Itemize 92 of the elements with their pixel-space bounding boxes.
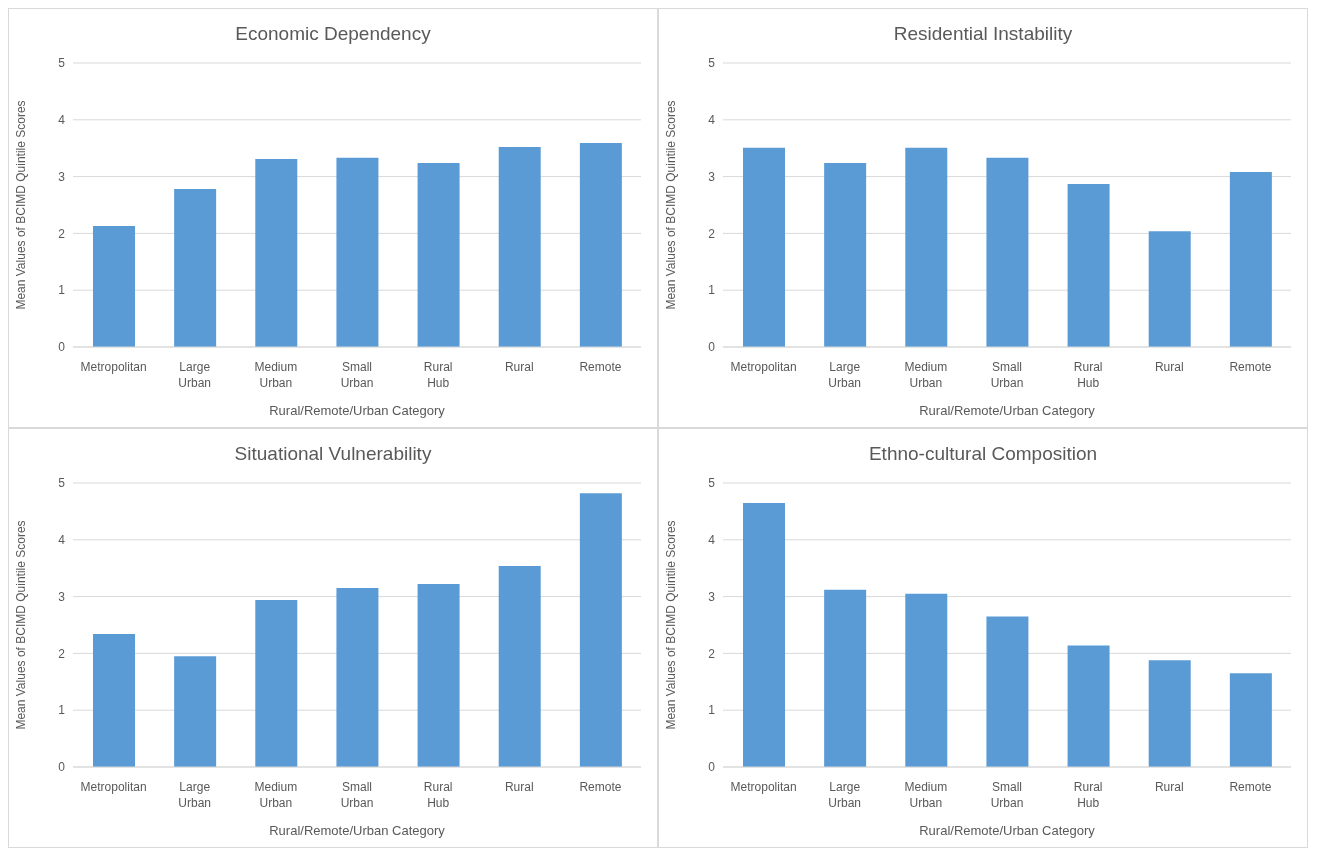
chart-title: Ethno-cultural Composition	[867, 442, 1099, 466]
y-tick-label: 4	[708, 533, 716, 548]
y-tick-label: 0	[708, 340, 716, 355]
bar	[174, 656, 217, 767]
y-tick-label: 2	[708, 646, 716, 661]
x-tick-label: Metropolitan	[730, 780, 797, 794]
x-tick-label: Rural	[1154, 360, 1184, 374]
bar	[824, 589, 867, 767]
y-tick-label: 5	[58, 56, 66, 71]
x-tick-label: Rural Hub	[1073, 360, 1103, 390]
bar	[579, 493, 622, 767]
y-tick-label: 2	[58, 646, 66, 661]
x-tick-label: Large Urban	[828, 780, 862, 810]
y-tick-label: 2	[58, 226, 66, 241]
bar	[579, 143, 622, 347]
y-tick-label: 5	[58, 476, 66, 491]
y-tick-label: 3	[58, 589, 66, 604]
chart-title: Situational Vulnerability	[233, 442, 433, 466]
x-tick-label: Remote	[579, 360, 622, 374]
x-axis-title: Rural/Remote/Urban Category	[919, 823, 1096, 838]
x-tick-label: Small Urban	[340, 360, 374, 390]
x-tick-label: Small Urban	[990, 780, 1024, 810]
x-tick-label: Remote	[1229, 780, 1272, 794]
chart-title: Residential Instability	[892, 22, 1074, 46]
bar	[417, 584, 460, 767]
bar	[93, 226, 135, 347]
x-tick-label: Medium Urban	[904, 360, 948, 390]
y-tick-label: 3	[58, 169, 66, 184]
x-tick-label: Rural	[504, 780, 534, 794]
x-tick-label: Metropolitan	[730, 360, 797, 374]
bar	[255, 158, 298, 347]
bar	[498, 565, 541, 767]
x-tick-label: Rural Hub	[423, 360, 453, 390]
bar	[174, 189, 217, 347]
x-tick-label: Medium Urban	[254, 780, 298, 810]
bar	[986, 157, 1029, 347]
y-axis-title: Mean Values of BCIMD Quintile Scores	[14, 100, 29, 310]
y-axis-title: Mean Values of BCIMD Quintile Scores	[664, 100, 679, 310]
y-tick-label: 1	[708, 283, 716, 298]
x-tick-label: Rural	[504, 360, 534, 374]
y-tick-label: 0	[708, 760, 716, 775]
x-tick-label: Small Urban	[340, 780, 374, 810]
y-tick-label: 1	[58, 703, 66, 718]
bar	[824, 162, 867, 347]
bar	[1067, 645, 1110, 767]
x-tick-label: Metropolitan	[80, 360, 147, 374]
x-axis-title: Rural/Remote/Urban Category	[269, 823, 446, 838]
bar	[905, 147, 948, 347]
y-tick-label: 1	[58, 283, 66, 298]
chart-title: Economic Dependency	[234, 22, 432, 46]
x-axis-title: Rural/Remote/Urban Category	[269, 403, 446, 418]
x-tick-label: Medium Urban	[254, 360, 298, 390]
y-tick-label: 4	[58, 113, 66, 128]
y-tick-label: 3	[708, 169, 716, 184]
x-tick-label: Remote	[579, 780, 622, 794]
y-tick-label: 3	[708, 589, 716, 604]
x-tick-label: Large Urban	[828, 360, 862, 390]
bar	[1229, 673, 1272, 767]
y-tick-label: 2	[708, 226, 716, 241]
x-tick-label: Rural Hub	[423, 780, 453, 810]
bar	[743, 147, 785, 347]
y-tick-label: 5	[708, 476, 716, 491]
bar	[336, 588, 379, 767]
bar	[1067, 183, 1110, 347]
bar	[336, 157, 379, 347]
x-axis-title: Rural/Remote/Urban Category	[919, 403, 1096, 418]
bar	[417, 162, 460, 347]
y-axis-title: Mean Values of BCIMD Quintile Scores	[14, 520, 29, 730]
x-tick-label: Remote	[1229, 360, 1272, 374]
y-tick-label: 0	[58, 760, 66, 775]
y-tick-label: 0	[58, 340, 66, 355]
bar	[743, 502, 785, 767]
y-tick-label: 4	[708, 113, 716, 128]
x-tick-label: Large Urban	[178, 780, 212, 810]
y-tick-label: 5	[708, 56, 716, 71]
bar	[905, 593, 948, 767]
bar	[93, 634, 135, 767]
bar	[1229, 172, 1272, 347]
bar	[986, 616, 1029, 767]
y-tick-label: 1	[708, 703, 716, 718]
x-tick-label: Metropolitan	[80, 780, 147, 794]
bar	[1148, 231, 1191, 347]
x-tick-label: Medium Urban	[904, 780, 948, 810]
y-tick-label: 4	[58, 533, 66, 548]
x-tick-label: Large Urban	[178, 360, 212, 390]
x-tick-label: Rural	[1154, 780, 1184, 794]
bar	[498, 147, 541, 347]
x-tick-label: Small Urban	[990, 360, 1024, 390]
bar	[255, 600, 298, 767]
y-axis-title: Mean Values of BCIMD Quintile Scores	[664, 520, 679, 730]
x-tick-label: Rural Hub	[1073, 780, 1103, 810]
bar	[1148, 660, 1191, 767]
